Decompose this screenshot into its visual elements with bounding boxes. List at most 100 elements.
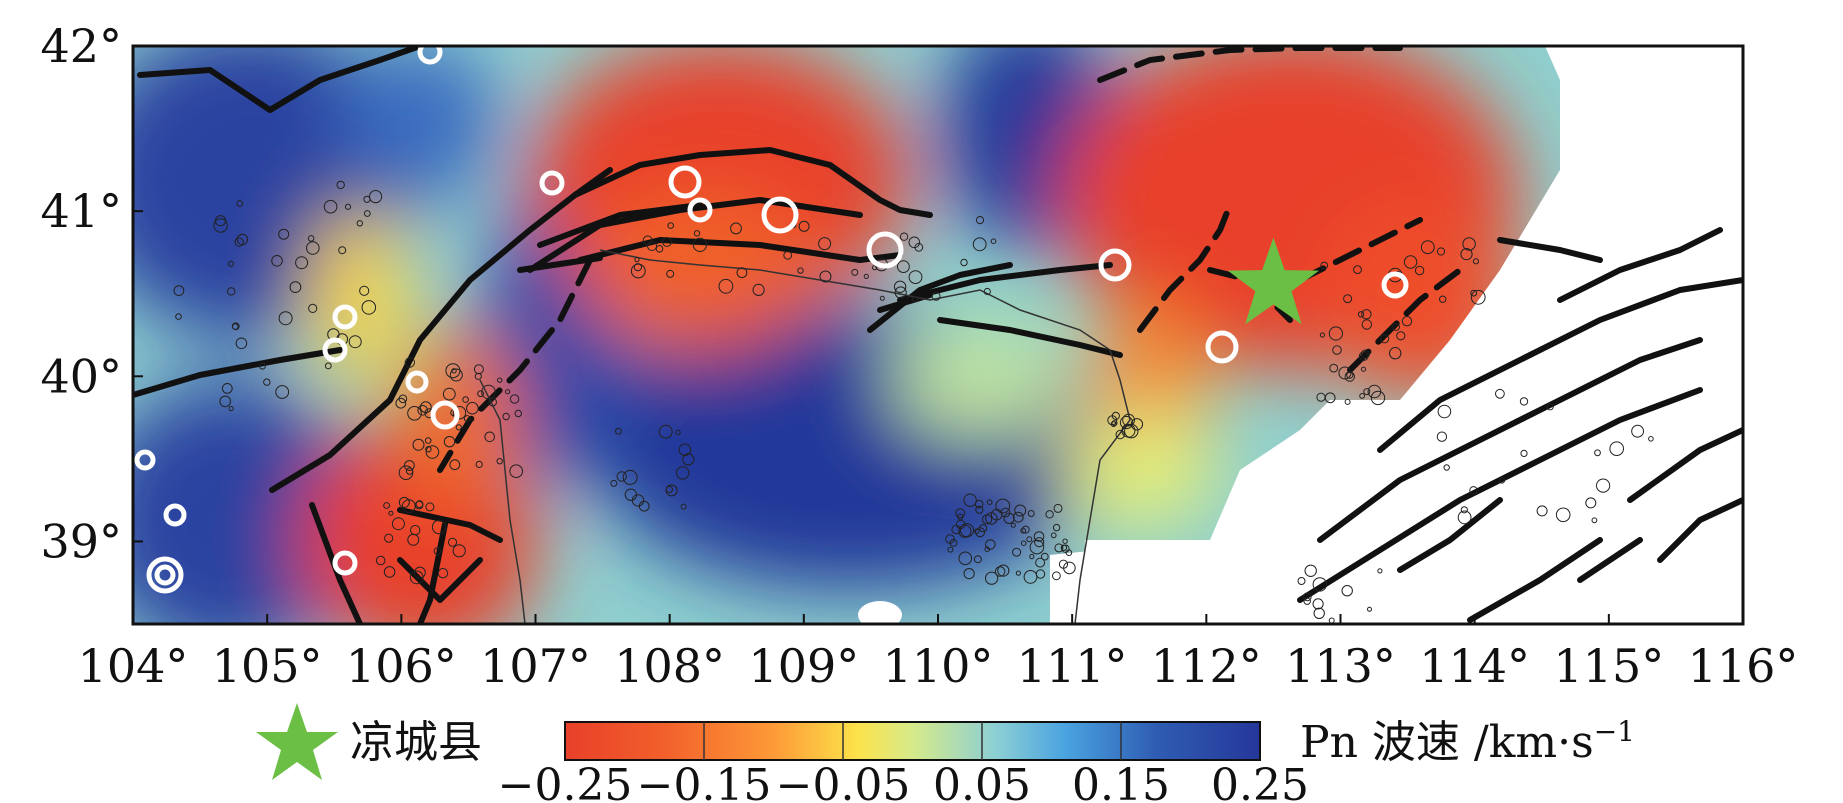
earthquake-event bbox=[818, 237, 832, 251]
earthquake-event bbox=[736, 267, 748, 279]
earthquake-event bbox=[1050, 532, 1057, 539]
colorbar-tick-label: −0.15 bbox=[637, 760, 772, 803]
x-tick-label: 115° bbox=[1553, 639, 1664, 693]
earthquake-event bbox=[443, 436, 456, 448]
earthquake-event bbox=[1389, 347, 1402, 360]
earthquake-event bbox=[615, 427, 622, 435]
large-earthquake-event bbox=[405, 370, 429, 394]
earthquake-event bbox=[1460, 248, 1473, 261]
earthquake-event bbox=[509, 394, 520, 404]
earthquake-event bbox=[344, 203, 352, 210]
large-earthquake-event bbox=[1205, 330, 1239, 364]
earthquake-event bbox=[514, 409, 522, 418]
earthquake-event bbox=[975, 527, 986, 538]
earthquake-event bbox=[404, 357, 415, 368]
earthquake-event bbox=[973, 555, 982, 564]
colorbar bbox=[564, 721, 1261, 761]
earthquake-event bbox=[1358, 351, 1369, 362]
earthquake-event bbox=[1312, 577, 1328, 592]
earthquake-event bbox=[693, 230, 701, 237]
earthquake-event bbox=[1380, 334, 1390, 344]
earthquake-event bbox=[398, 496, 410, 508]
earthquake-event bbox=[985, 512, 998, 525]
earthquake-event bbox=[972, 237, 987, 252]
earthquake-event bbox=[449, 368, 463, 382]
velocity-anomaly-field bbox=[133, 46, 1743, 624]
earthquake-event bbox=[1324, 392, 1336, 404]
earthquake-event bbox=[278, 311, 293, 326]
earthquake-event bbox=[1297, 577, 1306, 585]
earthquake-event bbox=[1329, 363, 1339, 373]
earthquake-event bbox=[1609, 441, 1624, 457]
colorbar-tick-label: −0.05 bbox=[776, 760, 911, 803]
earthquake-event bbox=[680, 503, 687, 510]
earthquake-event bbox=[275, 385, 290, 399]
earthquake-event bbox=[417, 405, 429, 416]
earthquake-event bbox=[1403, 255, 1418, 269]
earthquake-event bbox=[1119, 415, 1134, 430]
earthquake-event bbox=[879, 295, 885, 301]
earthquake-event bbox=[1111, 420, 1118, 427]
earthquake-event bbox=[630, 263, 646, 279]
earthquake-event bbox=[1130, 418, 1144, 431]
earthquake-event bbox=[425, 446, 432, 453]
earthquake-event bbox=[395, 397, 407, 409]
earthquake-event bbox=[324, 362, 332, 370]
earthquake-event bbox=[908, 270, 923, 285]
x-tick-label: 109° bbox=[748, 639, 859, 693]
earthquake-event bbox=[1594, 449, 1601, 457]
earthquake-event bbox=[959, 523, 975, 538]
earthquake-event bbox=[908, 236, 921, 249]
earthquake-event bbox=[213, 218, 228, 233]
earthquake-event bbox=[502, 412, 510, 421]
large-earthquake-event bbox=[866, 231, 904, 269]
earthquake-event bbox=[475, 460, 483, 468]
earthquake-event bbox=[1536, 505, 1548, 517]
colorbar-title: Pn 波速 /km·s−1 bbox=[1300, 715, 1635, 768]
earthquake-event bbox=[348, 335, 362, 349]
earthquake-event bbox=[1439, 295, 1447, 303]
earthquake-event bbox=[947, 546, 954, 553]
earthquake-event bbox=[985, 539, 996, 550]
earthquake-event bbox=[1370, 390, 1386, 406]
earthquake-event bbox=[851, 268, 859, 276]
earthquake-event bbox=[1303, 597, 1311, 605]
legend-star-label: 凉城县 bbox=[350, 717, 482, 768]
earthquake-event bbox=[452, 544, 466, 558]
earthquake-event bbox=[175, 313, 182, 320]
earthquake-event bbox=[797, 267, 804, 274]
earthquake-event bbox=[1436, 431, 1448, 442]
earthquake-event bbox=[442, 387, 456, 401]
earthquake-event bbox=[455, 424, 462, 431]
earthquake-event bbox=[975, 505, 984, 514]
large-earthquake-event bbox=[146, 556, 184, 594]
earthquake-event bbox=[872, 264, 878, 271]
earthquake-event bbox=[982, 514, 993, 525]
earthquake-event bbox=[1520, 449, 1528, 457]
colorbar-ticks: −0.25 −0.15 −0.05 0.05 0.15 0.25 bbox=[498, 722, 1309, 803]
earthquake-event bbox=[449, 459, 461, 471]
large-earthquake-event bbox=[761, 196, 799, 234]
earthquake-event bbox=[228, 406, 234, 412]
earthquake-event bbox=[1498, 477, 1506, 484]
legend: 凉城县 −0.25 −0.15 −0.05 0.05 0.15 0.25 Pn 波速 /k… bbox=[256, 703, 1635, 803]
earthquake-event bbox=[986, 499, 993, 506]
earthquake-event bbox=[819, 270, 832, 283]
earthquake-event bbox=[1034, 537, 1045, 548]
earthquake-event bbox=[1320, 261, 1329, 270]
earthquake-event bbox=[407, 406, 422, 421]
earthquake-event bbox=[647, 241, 657, 251]
earthquake-event bbox=[899, 232, 909, 241]
earthquake-event bbox=[425, 502, 435, 512]
earthquake-event bbox=[1302, 592, 1312, 602]
earthquake-event bbox=[234, 237, 244, 247]
earthquake-event bbox=[1457, 510, 1472, 525]
earthquake-event bbox=[1392, 323, 1400, 331]
earthquake-event bbox=[1060, 544, 1068, 551]
earthquake-event bbox=[1343, 294, 1353, 304]
earthquake-event bbox=[1040, 552, 1049, 561]
earthquake-event bbox=[497, 377, 503, 383]
earthquake-event bbox=[481, 384, 496, 400]
earthquake-event bbox=[1012, 511, 1024, 523]
earthquake-event bbox=[1020, 527, 1027, 534]
